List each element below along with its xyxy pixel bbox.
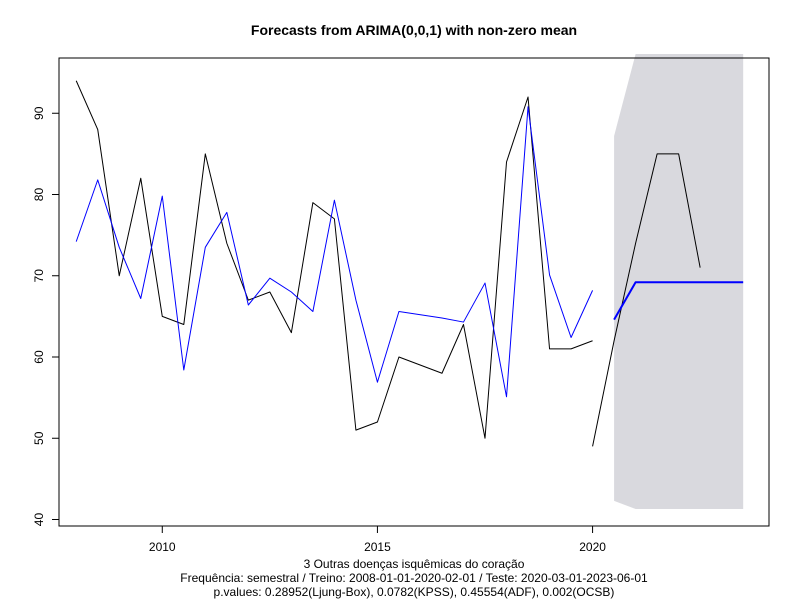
y-tick-label: 50 xyxy=(32,431,46,445)
y-tick-label: 60 xyxy=(32,350,46,364)
caption-pvalues: p.values: 0.28952(Ljung-Box), 0.0782(KPS… xyxy=(214,585,615,599)
chart-title: Forecasts from ARIMA(0,0,1) with non-zer… xyxy=(251,22,577,38)
test-series-line xyxy=(592,153,701,447)
series-layer xyxy=(75,80,744,447)
axes: 2010 2015 2020 40 50 60 70 80 90 xyxy=(32,106,606,554)
y-tick-label: 40 xyxy=(32,513,46,527)
x-tick-label: 2020 xyxy=(579,540,606,554)
x-tick-label: 2010 xyxy=(149,540,176,554)
observed-series-line xyxy=(75,80,593,439)
forecast-series-line xyxy=(613,281,744,321)
caption-series-name: 3 Outras doenças isquêmicas do coração xyxy=(304,557,525,571)
y-tick-label: 70 xyxy=(32,269,46,283)
fitted-series-line xyxy=(75,106,594,398)
y-tick-label: 80 xyxy=(32,188,46,202)
y-tick-label: 90 xyxy=(32,106,46,120)
caption-frequency-split: Frequência: semestral / Treino: 2008-01-… xyxy=(180,571,648,585)
x-tick-label: 2015 xyxy=(364,540,391,554)
